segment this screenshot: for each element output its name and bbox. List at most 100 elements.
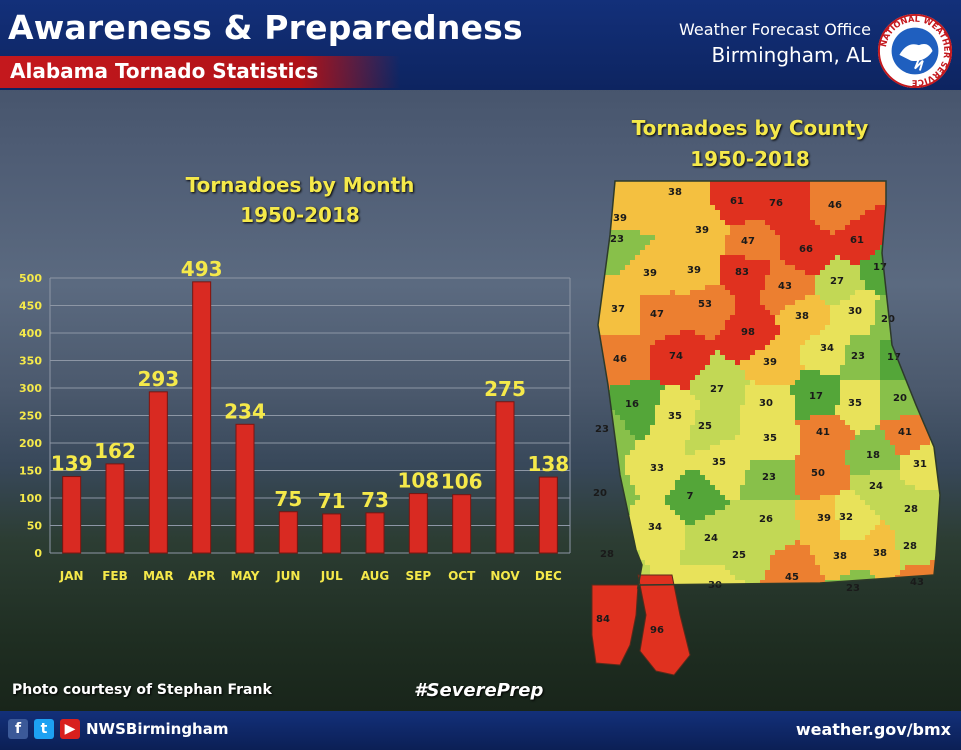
social-handle[interactable]: NWSBirmingham [86,720,229,738]
bar-value-label: 138 [527,452,569,476]
x-tick-label: APR [188,569,215,583]
y-tick-label: 0 [34,547,42,560]
bar-value-label: 162 [94,439,136,463]
x-tick-label: SEP [406,569,432,583]
county-count-label: 41 [898,427,912,438]
county-count-label: 23 [846,583,860,594]
map-title-block: Tornadoes by County 1950-2018 [585,113,915,175]
baldwin-mobile-counties [591,574,691,676]
county-count-label: 24 [704,533,718,544]
facebook-icon[interactable]: f [8,719,28,739]
y-tick-label: 50 [27,520,43,533]
county-count-label: 20 [893,393,907,404]
office-label: Weather Forecast Office [679,20,871,39]
chart-title-block: Tornadoes by Month 1950-2018 [120,170,480,230]
county-count-label: 46 [613,354,627,365]
county-count-label: 39 [613,213,627,224]
county-count-label: 26 [759,514,773,525]
county-count-label: 23 [851,351,865,362]
county-count-label: 47 [741,236,755,247]
map-title: Tornadoes by County [631,116,869,140]
county-count-label: 98 [741,327,755,338]
county-count-label: 38 [833,551,847,562]
county-count-label: 23 [610,234,624,245]
county-count-label: 35 [848,398,862,409]
county-count-label: 27 [830,276,844,287]
county-count-label: 33 [650,463,664,474]
county-labels: 38 61 76 46 39 39 23 47 66 61 39 39 83 17 43 27 37 47 53 98… [593,187,927,636]
county-count-label: 50 [811,468,825,479]
x-tick-label: JUL [320,569,343,583]
y-tick-label: 250 [19,410,42,423]
twitter-icon[interactable]: t [34,719,54,739]
county-count-label: 25 [732,550,746,561]
county-count-label: 74 [669,351,683,362]
subtitle-bar: Alabama Tornado Statistics [0,56,400,88]
bar-value-label: 108 [397,469,439,493]
county-count-label: 28 [904,504,918,515]
y-tick-label: 400 [19,327,42,340]
website-link[interactable]: weather.gov/bmx [795,720,951,739]
header-banner: Awareness & Preparedness Alabama Tornado… [0,0,961,90]
county-count-label: 17 [809,391,823,402]
y-tick-label: 100 [19,492,42,505]
county-count-label: 31 [913,459,927,470]
county-count-label: 30 [848,306,862,317]
y-tick-label: 500 [19,272,42,285]
y-tick-label: 150 [19,465,42,478]
county-cells [598,181,940,587]
youtube-icon[interactable]: ▶ [60,719,80,739]
x-tick-label: FEB [102,569,128,583]
county-count-label: 39 [643,268,657,279]
page-subtitle: Alabama Tornado Statistics [10,59,319,83]
bar-jun [278,511,298,554]
footer-bar: f t ▶ NWSBirmingham weather.gov/bmx [0,711,961,750]
hashtag: #SeverePrep [414,680,544,701]
y-tick-label: 200 [19,437,42,450]
x-tick-label: JUN [275,569,300,583]
y-tick-label: 300 [19,382,42,395]
county-count-label: 17 [873,262,887,273]
bar-jan [62,476,82,554]
bar-jul [322,513,342,554]
alabama-county-map: 38 61 76 46 39 39 23 47 66 61 39 39 83 17 43 27 37 47 53 98… [591,180,941,676]
nws-logo-icon: NATIONAL WEATHER SERVICE [877,14,952,88]
map-subtitle: 1950-2018 [690,147,810,171]
county-mobile [591,584,639,666]
county-count-label: 38 [668,187,682,198]
county-count-label: 30 [759,398,773,409]
county-count-label: 30 [708,580,722,591]
office-location: Birmingham, AL [711,43,871,67]
x-tick-label: MAR [143,569,173,583]
bar-feb [105,463,125,554]
chart-subtitle: 1950-2018 [240,203,360,227]
county-count-label: 61 [850,235,864,246]
bar-apr [192,281,212,554]
county-count-label: 45 [785,572,799,583]
bar-value-label: 275 [484,377,526,401]
chart-title: Tornadoes by Month [185,173,415,197]
county-count-label: 53 [698,299,712,310]
county-count-label: 23 [762,472,776,483]
county-count-label: 37 [611,304,625,315]
page-title: Awareness & Preparedness [8,8,523,47]
county-count-label: 76 [769,198,783,209]
county-count-label: 96 [650,625,664,636]
bar-mar [148,391,168,554]
x-tick-label: DEC [535,569,562,583]
county-count-label: 43 [778,281,792,292]
county-count-label: 34 [820,343,834,354]
county-count-label: 35 [763,433,777,444]
county-count-label: 23 [595,424,609,435]
county-count-label: 28 [600,549,614,560]
bar-may [235,423,255,554]
x-tick-label: JAN [59,569,84,583]
bar-value-label: 139 [51,452,93,476]
county-count-label: 39 [687,265,701,276]
bar-value-label: 75 [274,487,302,511]
county-count-label: 39 [763,357,777,368]
bar-value-label: 293 [137,367,179,391]
county-count-label: 46 [828,200,842,211]
bar-oct [452,494,472,554]
county-count-label: 35 [712,457,726,468]
